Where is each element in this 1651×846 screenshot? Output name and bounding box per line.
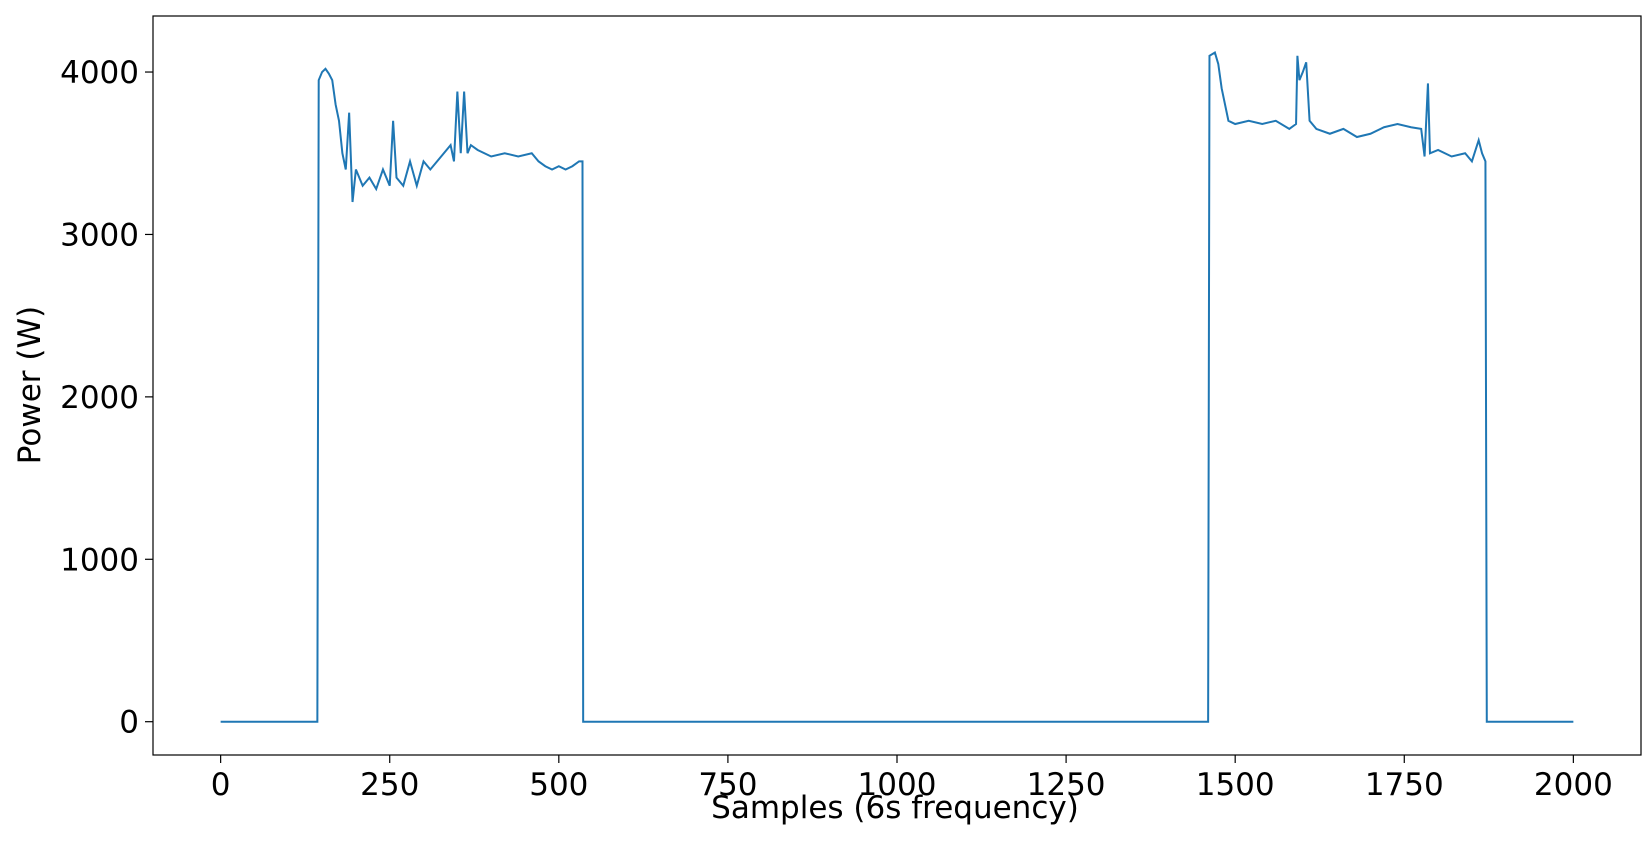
y-tick-label: 1000 bbox=[60, 542, 139, 578]
y-axis-label: Power (W) bbox=[12, 306, 48, 464]
plot-frame bbox=[152, 15, 1642, 756]
x-tick-label: 250 bbox=[360, 767, 419, 803]
y-tick-label: 2000 bbox=[60, 380, 139, 416]
x-tick-label: 0 bbox=[211, 767, 231, 803]
x-tick-label: 1250 bbox=[1027, 767, 1106, 803]
y-tick-label: 3000 bbox=[60, 217, 139, 253]
x-tick-label: 500 bbox=[529, 767, 588, 803]
x-tick-label: 1500 bbox=[1196, 767, 1275, 803]
x-tick-label: 1750 bbox=[1365, 767, 1444, 803]
x-tick-label: 750 bbox=[698, 767, 757, 803]
y-tick-label: 0 bbox=[119, 705, 139, 741]
x-tick-label: 2000 bbox=[1534, 767, 1613, 803]
x-tick-label: 1000 bbox=[858, 767, 937, 803]
x-axis-label: Samples (6s frequency) bbox=[711, 790, 1079, 826]
data-line bbox=[220, 51, 1574, 723]
y-tick-label: 4000 bbox=[60, 55, 139, 91]
